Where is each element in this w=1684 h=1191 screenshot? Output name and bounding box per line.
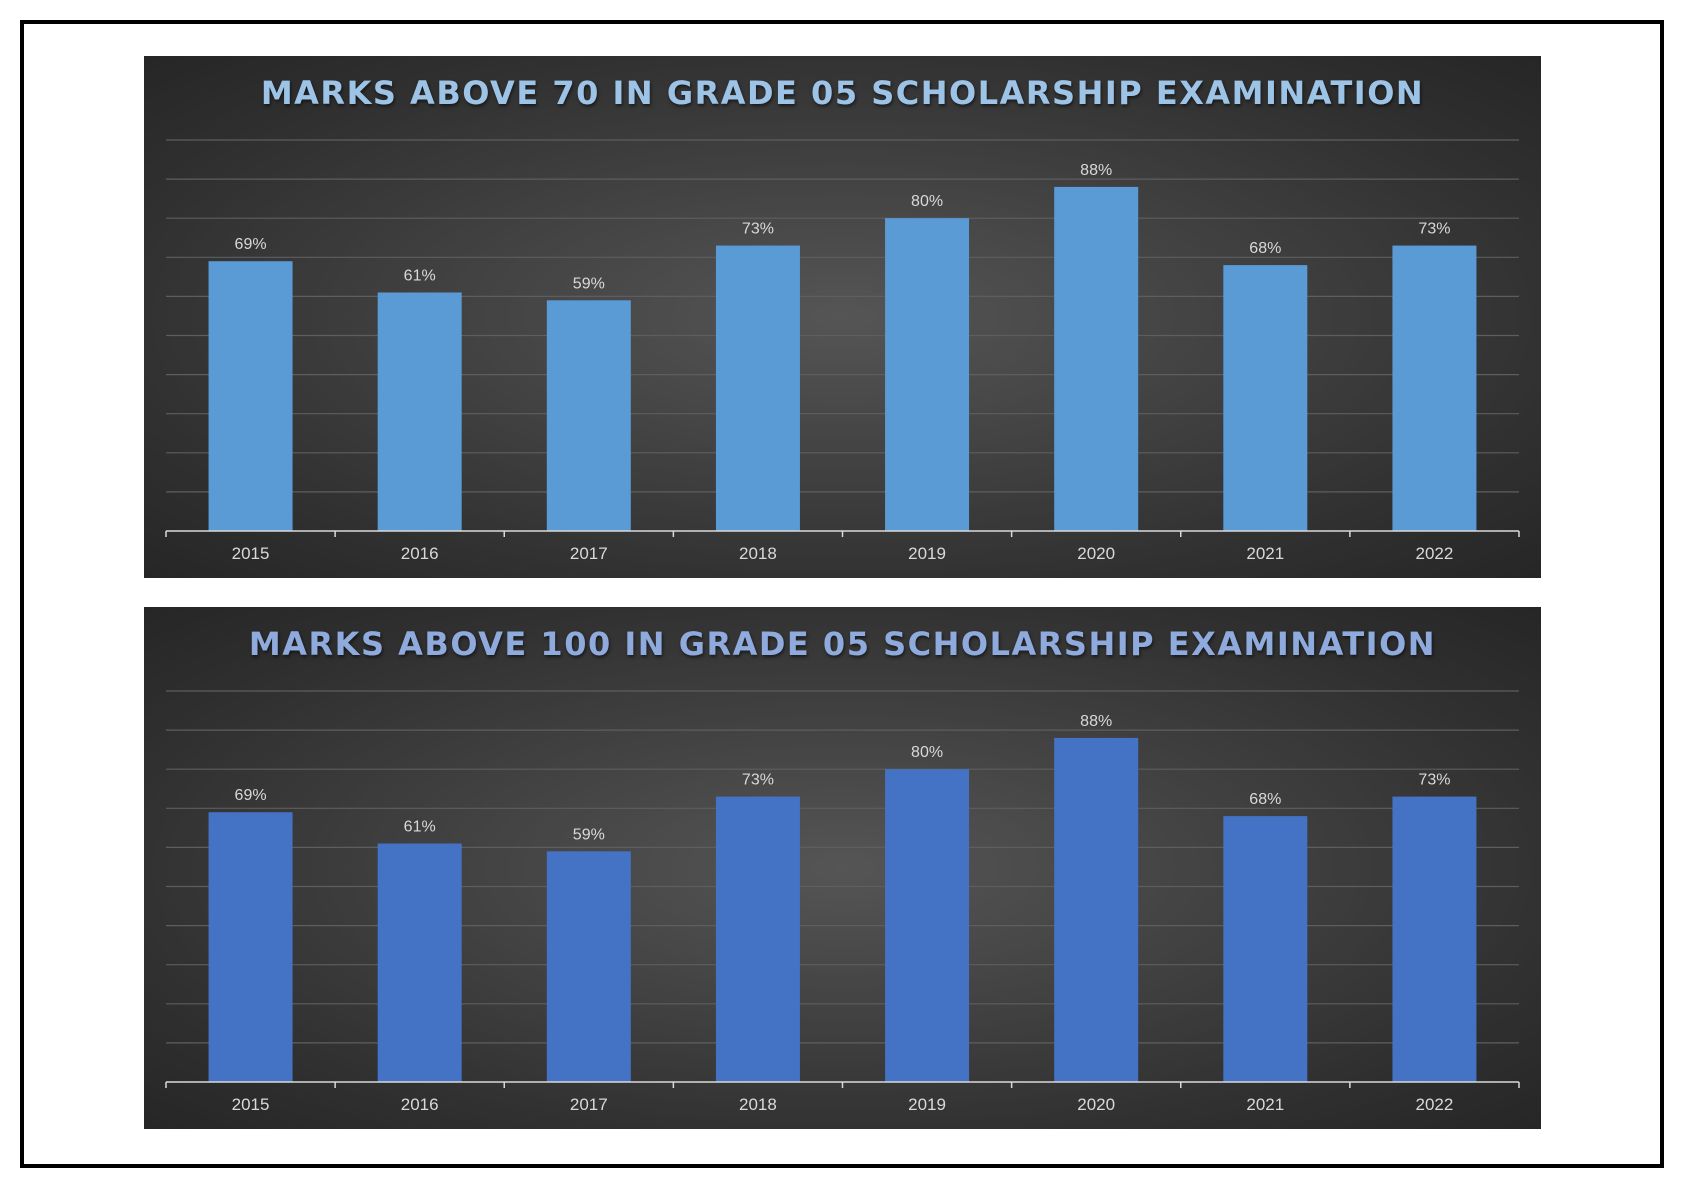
chart-title: MARKS ABOVE 70 IN GRADE 05 SCHOLARSHIP E… [260,74,1425,112]
bar-2022 [1392,796,1477,1082]
data-label: 80% [911,744,943,761]
data-label: 73% [1418,772,1450,789]
x-tick-label: 2016 [401,1095,439,1114]
x-tick-label: 2015 [232,544,270,563]
data-label: 59% [573,275,605,292]
chart-title: MARKS ABOVE 100 IN GRADE 05 SCHOLARSHIP … [248,625,1437,663]
bar-2021 [1223,265,1308,531]
x-tick-label: 2020 [1077,544,1115,563]
x-tick-label: 2017 [570,1095,608,1114]
x-tick-label: 2019 [908,1095,946,1114]
x-tick-label: 2019 [908,544,946,563]
bar-2017 [546,851,631,1082]
data-label: 88% [1080,713,1112,730]
bar-2020 [1054,737,1139,1082]
x-tick-label: 2022 [1416,544,1454,563]
bar-2022 [1392,245,1477,531]
data-label: 68% [1249,791,1281,808]
bar-chart-marks-above-100: 2015 69% 2016 61% 2017 59% 2018 73% 2019 80% 2020 8… [165,690,1520,1114]
bar-2016 [377,843,462,1082]
x-tick-label: 2015 [232,1095,270,1114]
bar-chart-marks-above-70: 2015 69% 2016 61% 2017 59% 2018 73% 2019 80% 2020 8… [165,139,1520,563]
data-label: 61% [404,267,436,284]
bar-2020 [1054,186,1139,532]
bar-2017 [546,300,631,531]
x-tick-label: 2021 [1246,544,1284,563]
bar-2018 [715,796,800,1082]
data-label: 80% [911,193,943,210]
data-label: 61% [404,818,436,835]
chart-panel-marks-above-70: MARKS ABOVE 70 IN GRADE 05 SCHOLARSHIP E… [144,56,1541,578]
x-tick-label: 2021 [1246,1095,1284,1114]
bar-2016 [377,292,462,531]
data-label: 68% [1249,240,1281,257]
bar-2015 [208,261,293,531]
data-label: 69% [235,236,267,253]
bar-2015 [208,812,293,1082]
bar-2019 [885,218,970,531]
x-tick-label: 2020 [1077,1095,1115,1114]
x-tick-label: 2016 [401,544,439,563]
data-label: 73% [742,772,774,789]
data-label: 73% [742,221,774,238]
data-label: 69% [235,787,267,804]
x-tick-label: 2018 [739,544,777,563]
data-label: 59% [573,826,605,843]
data-label: 88% [1080,162,1112,179]
x-tick-label: 2018 [739,1095,777,1114]
x-tick-label: 2022 [1416,1095,1454,1114]
chart-panel-marks-above-100: MARKS ABOVE 100 IN GRADE 05 SCHOLARSHIP … [144,607,1541,1129]
data-label: 73% [1418,221,1450,238]
bar-2018 [715,245,800,531]
x-tick-label: 2017 [570,544,608,563]
bar-2021 [1223,816,1308,1082]
bar-2019 [885,769,970,1082]
